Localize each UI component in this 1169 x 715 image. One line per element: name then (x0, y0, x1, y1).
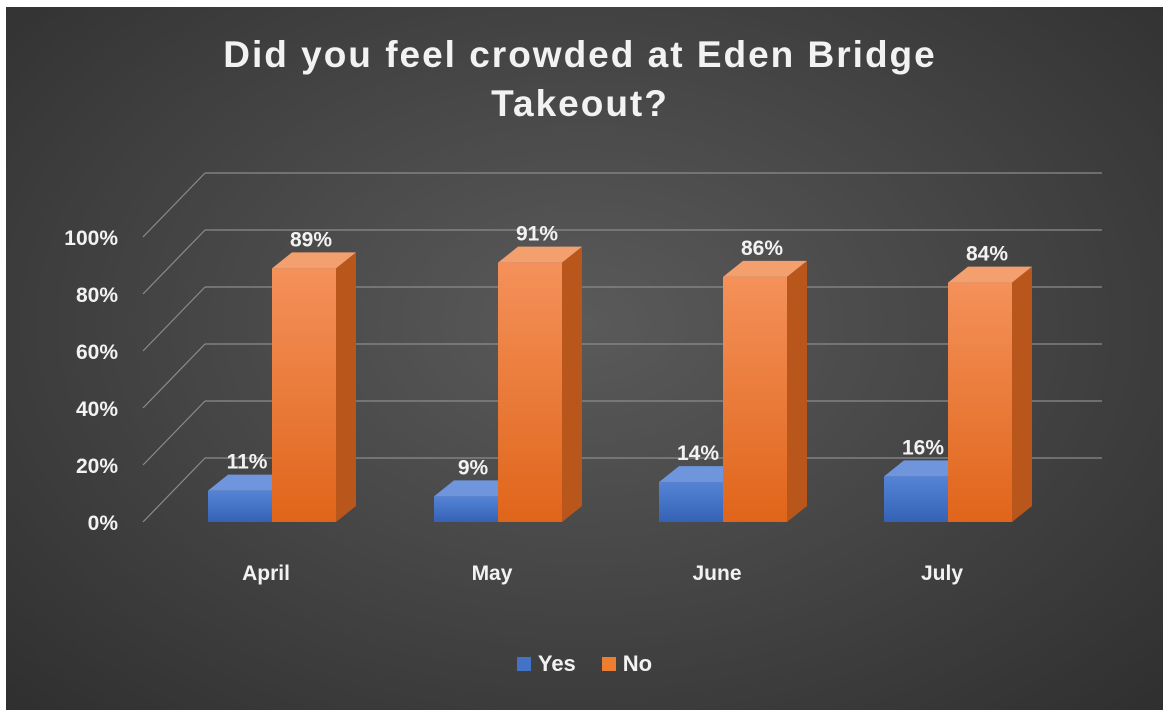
bar-top-no (498, 246, 582, 263)
x-tick-label: July (921, 562, 963, 585)
data-label-yes: 14% (677, 442, 719, 465)
bar-no (498, 262, 562, 522)
chart-title: Did you feel crowded at Eden Bridge Take… (223, 34, 937, 124)
y-tick-label: 40% (76, 398, 118, 421)
data-label-no: 89% (290, 228, 332, 251)
bar-top-yes (434, 480, 518, 497)
gridline-depth (142, 172, 206, 238)
bar-yes (659, 482, 723, 522)
bar-top-no (272, 252, 356, 269)
bar-side-no (1012, 266, 1032, 522)
legend-item-no: No (601, 651, 653, 677)
gridline-depth (142, 400, 206, 466)
gridline-depth (142, 457, 206, 523)
bar-top-no (723, 260, 807, 277)
bar-top-yes (208, 474, 292, 491)
legend-label-yes: Yes (537, 651, 576, 676)
bar-no (272, 268, 336, 522)
gridline-depth (142, 343, 206, 409)
legend: Yes No (0, 651, 1169, 677)
x-tick-label: April (242, 562, 290, 585)
data-label-no: 91% (516, 223, 558, 246)
x-tick-label: May (472, 562, 513, 585)
legend-label-no: No (622, 651, 653, 676)
data-label-no: 86% (741, 237, 783, 260)
gridline-depth (142, 229, 206, 295)
bar-no (723, 276, 787, 522)
data-label-no: 84% (966, 243, 1008, 266)
bar-top-yes (884, 460, 968, 477)
data-label-yes: 16% (902, 436, 944, 459)
y-tick-label: 60% (76, 341, 118, 364)
y-tick-label: 80% (76, 284, 118, 307)
legend-swatch-yes (516, 657, 531, 671)
data-label-yes: 9% (458, 456, 489, 479)
bar-top-yes (659, 466, 743, 483)
bar-yes (208, 490, 272, 522)
y-tick-label: 0% (88, 512, 119, 535)
y-tick-label: 100% (64, 227, 118, 250)
bar-no (948, 282, 1012, 522)
bar-side-no (787, 260, 807, 522)
bar-side-no (336, 252, 356, 522)
data-label-yes: 11% (227, 451, 268, 474)
y-tick-label: 20% (76, 455, 118, 478)
bar-yes (884, 476, 948, 522)
legend-swatch-no (601, 657, 616, 671)
bar-side-no (562, 246, 582, 522)
x-tick-label: June (692, 562, 741, 585)
gridline-depth (142, 286, 206, 352)
bar-yes (434, 496, 498, 522)
bar-top-no (948, 266, 1032, 283)
legend-item-yes: Yes (516, 651, 576, 677)
